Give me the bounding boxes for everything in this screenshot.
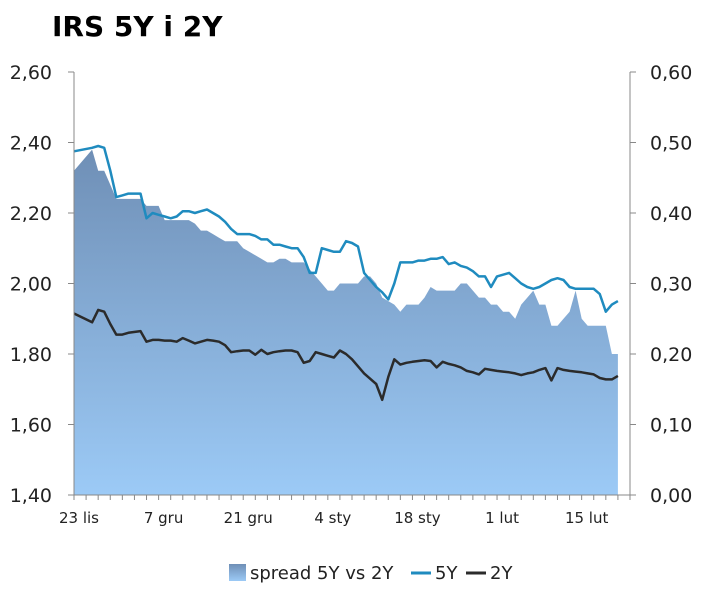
legend-label-5y: 5Y [435, 563, 458, 584]
y-left-tick-label: 1,40 [10, 485, 52, 507]
x-tick-label: 4 sty [314, 509, 351, 527]
x-tick-label: 18 sty [394, 509, 441, 527]
x-tick-label: 23 lis [59, 509, 99, 527]
y-left-tick-label: 2,60 [10, 62, 52, 84]
spread-area [74, 149, 618, 495]
legend-label-2y: 2Y [490, 563, 513, 584]
y-right-tick-label: 0,40 [650, 203, 692, 225]
x-tick-label: 15 lut [565, 509, 609, 527]
y-right-tick-label: 0,20 [650, 344, 692, 366]
x-tick-label: 1 lut [485, 509, 519, 527]
y-left-tick-label: 2,00 [10, 274, 52, 296]
y-left-tick-label: 1,60 [10, 415, 52, 437]
y-right-tick-label: 0,30 [650, 274, 692, 296]
line-5y [73, 144, 619, 313]
line-2y [73, 308, 619, 402]
y-right-tick-label: 0,10 [650, 415, 692, 437]
legend-label-spread: spread 5Y vs 2Y [250, 563, 394, 584]
chart-title: IRS 5Y i 2Y [52, 10, 223, 43]
y-left-tick-label: 1,80 [10, 344, 52, 366]
legend-swatch-spread [229, 564, 246, 581]
x-tick-label: 21 gru [224, 509, 273, 527]
y-right-tick-label: 0,60 [650, 62, 692, 84]
y-right-tick-label: 0,50 [650, 133, 692, 155]
y-left-tick-label: 2,40 [10, 133, 52, 155]
legend: spread 5Y vs 2Y 5Y 2Y [229, 563, 513, 584]
y-left-tick-label: 2,20 [10, 203, 52, 225]
x-tick-label: 7 gru [144, 509, 184, 527]
y-right-tick-label: 0,00 [650, 485, 692, 507]
